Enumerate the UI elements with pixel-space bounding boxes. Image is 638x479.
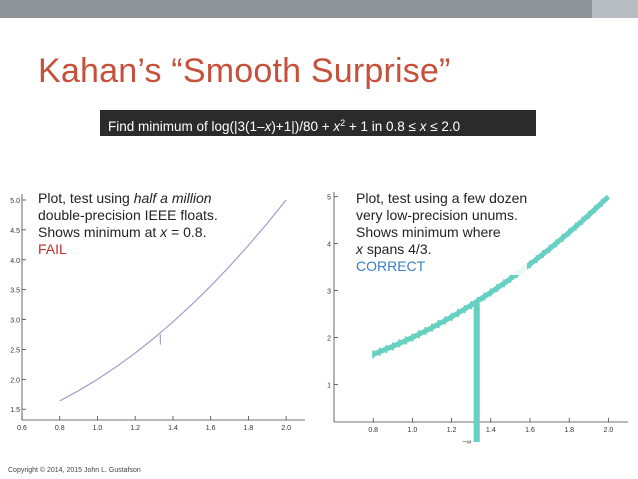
unum-y-tick-label: 2 [327,336,331,343]
unum-minimum-interval [473,303,480,442]
unum-interval-box [444,316,447,325]
unum-interval-box [496,283,499,292]
problem-var-x: x [264,119,272,134]
float-y-tick-label: 5.0 [10,198,20,205]
float-x-tick-label: 0.6 [17,425,27,432]
unum-interval-box [594,204,597,213]
float-annotation-line1: Plot, test using half a million [38,190,218,207]
unum-interval-box [411,333,414,342]
unum-y-tick-label: 3 [327,289,331,296]
unum-interval-box [561,233,564,242]
unum-interval-box [555,239,558,248]
unum-interval-box [417,330,420,339]
float-line3-var: x [160,224,168,240]
unum-interval-box [391,342,394,351]
unum-annotation-line2: very low-precision unums. [356,207,518,223]
unum-interval-box [587,211,590,219]
problem-text-3: + 1 in 0.8 ≤ [345,119,420,134]
neg-infinity-label: −∞ [462,439,471,446]
unum-line4-suffix: spans 4/3. [363,241,432,257]
unum-x-tick-label: 1.0 [408,427,418,434]
float-line1-emphasis: half a million [133,190,212,206]
unum-interval-box [463,305,466,314]
unum-interval-box [542,249,545,258]
unum-x-tick-label: 1.8 [564,427,574,434]
problem-text-1: Find minimum of log(|3(1– [108,119,265,134]
unum-interval-box [600,198,603,207]
unum-annotation: Plot, test using a few dozen very low-pr… [356,190,528,275]
unum-line4-var: x [356,241,363,257]
float-x-tick-label: 2.0 [281,425,291,432]
unum-annotation-line1: Plot, test using a few dozen [356,190,528,206]
slide-title: Kahan’s “Smooth Surprise” [38,52,451,90]
unum-y-tick-label: 4 [327,242,331,249]
float-curve [59,199,287,402]
problem-statement: Find minimum of log(|3(1–x)+1|)/80 + x2 … [100,110,536,136]
float-x-tick-label: 1.4 [168,425,178,432]
correct-verdict: CORRECT [356,258,426,274]
problem-text-4: ≤ 2.0 [426,119,461,134]
unum-interval-box [509,274,512,283]
unum-y-tick-label: 1 [327,382,331,389]
unum-interval-box [404,336,407,345]
unum-plot: 1 2 3 4 5 0.8 1.0 1.2 1.4 1.6 1.8 2.0 −∞ [327,192,628,446]
unum-interval-box [535,255,538,264]
float-annotation: Plot, test using half a million double-p… [38,190,218,258]
unum-interval-box [581,216,584,225]
float-x-tick-label: 1.8 [244,425,254,432]
top-bar [0,0,638,18]
unum-interval-box [378,347,381,356]
unum-interval-box [568,228,571,237]
unum-y-tick-label: 5 [327,195,331,202]
unum-interval-box [502,279,505,288]
unum-interval-box [529,260,531,269]
unum-interval-box [385,345,388,354]
unum-interval-box [398,339,401,348]
unum-x-tick-label: 1.2 [447,427,457,434]
float-annotation-line3: Shows minimum at x = 0.8. [38,224,218,241]
float-x-tick-label: 1.2 [130,425,140,432]
float-y-tick-label: 2.5 [10,347,20,354]
float-line3-suffix: = 0.8. [167,224,207,240]
problem-var-x3: x [419,119,427,134]
unum-interval-box [470,301,473,310]
float-x-tick-label: 0.8 [55,425,65,432]
unum-interval-box [476,296,479,305]
unum-interval-box [372,350,375,359]
float-line1-text: Plot, test using [38,190,134,206]
problem-text-2: )+1|)/80 + [271,119,334,134]
float-x-tick-label: 1.6 [206,425,216,432]
float-y-tick-label: 3.5 [10,288,20,295]
unum-annotation-line4: x spans 4/3. [356,241,527,258]
unum-x-tick-label: 0.8 [368,427,378,434]
unum-interval-box [450,312,453,321]
problem-exponent: 2 [340,118,346,128]
unum-interval-box [457,308,460,317]
unum-interval-box [437,320,440,329]
float-x-tick-label: 1.0 [93,425,103,432]
unum-interval-box [483,292,486,301]
unum-x-tick-label: 2.0 [604,427,614,434]
float-y-tick-label: 4.0 [10,258,20,265]
float-y-tick-label: 4.5 [10,228,20,235]
unum-x-tick-label: 1.4 [486,427,496,434]
unum-interval-box [431,323,433,332]
unum-interval-box [489,288,492,297]
unum-interval-box [548,244,551,253]
float-y-tick-label: 3.0 [10,318,20,325]
float-y-tick-label: 2.0 [10,377,20,384]
unum-annotation-line3: Shows minimum where [356,224,501,240]
unum-interval-box [574,222,577,231]
float-plot: 1.5 2.0 2.5 3.0 3.5 4.0 4.5 5.0 0.6 0.8 1.0 1.2 1.4 1… [10,194,305,432]
float-line3-text: Shows minimum at [38,224,161,240]
problem-var-x2: x [333,119,341,134]
unum-interval-box [424,326,427,335]
copyright-notice: Copyright © 2014, 2015 John L. Gustafson [8,467,141,474]
fail-verdict: FAIL [38,241,67,257]
unum-x-tick-label: 1.6 [525,427,535,434]
top-bar-accent [592,0,638,18]
float-annotation-line2: double-precision IEEE floats. [38,207,218,223]
float-y-tick-label: 1.5 [10,407,20,414]
